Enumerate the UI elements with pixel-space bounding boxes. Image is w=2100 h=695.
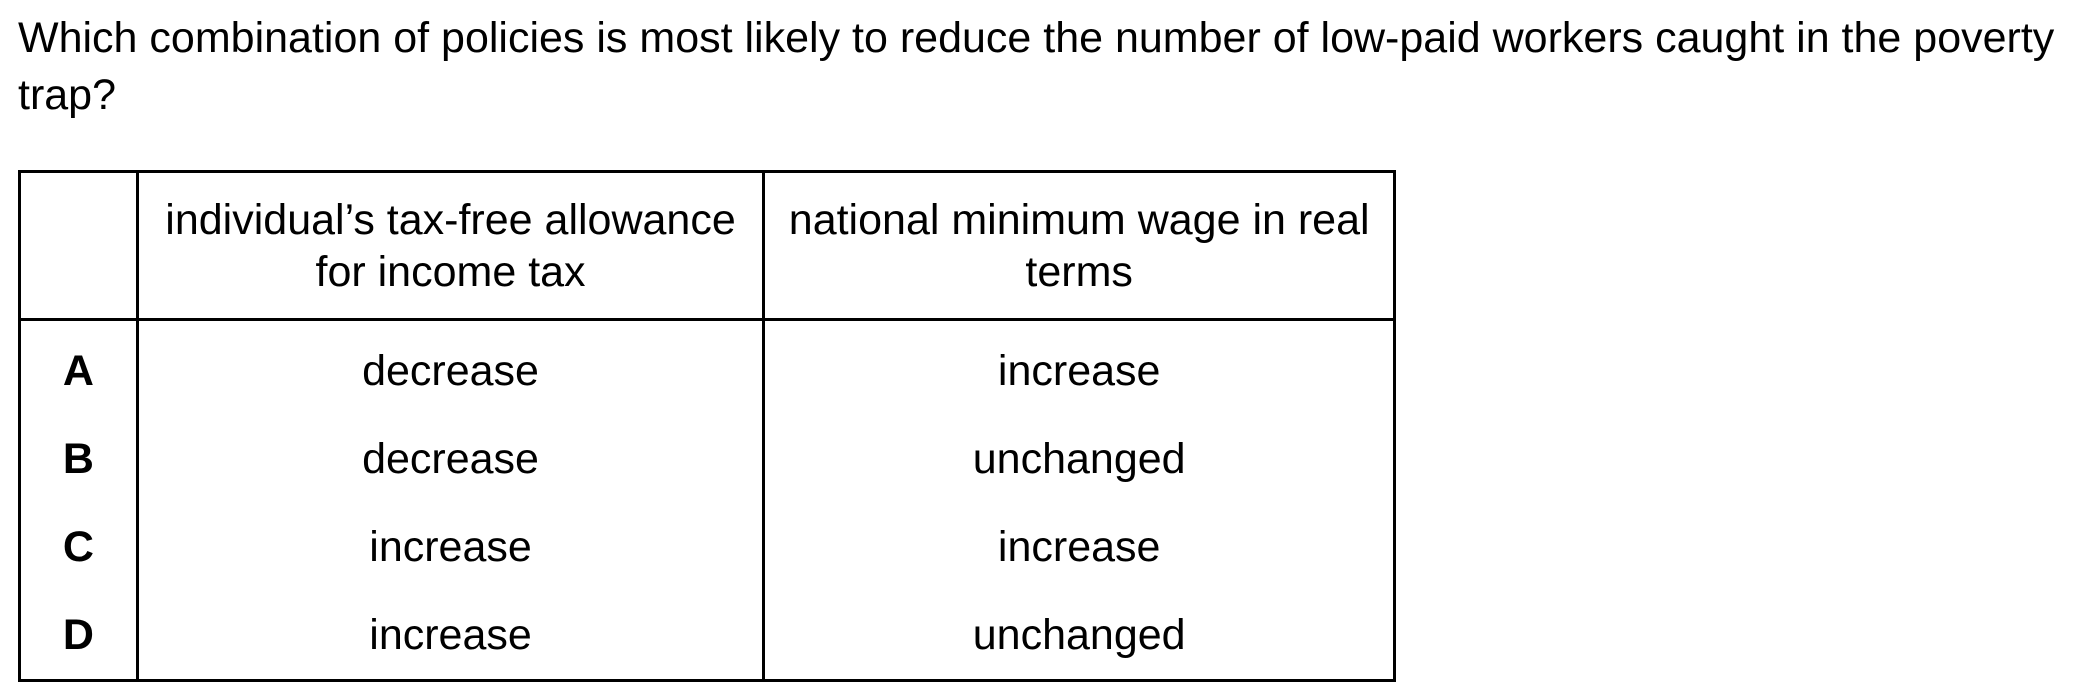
table-row-option-a: A decrease increase: [20, 319, 1395, 415]
option-letter: D: [62, 611, 94, 659]
minimum-wage-column-header: national minimum wage in real terms: [762, 171, 1395, 321]
tax-free-allowance-cell: decrease: [135, 319, 764, 415]
table-row-option-d: D increase unchanged: [20, 591, 1395, 681]
minimum-wage-cell: unchanged: [762, 415, 1395, 503]
table-row-option-c: C increase increase: [20, 503, 1395, 591]
question-text: Which combination of policies is most li…: [18, 14, 2055, 119]
table-row-option-b: B decrease unchanged: [20, 415, 1395, 503]
option-letter: B: [62, 435, 94, 483]
tax-free-allowance-cell: increase: [135, 503, 764, 591]
answer-options-table: individual’s tax-free allowance for inco…: [18, 170, 1396, 682]
minimum-wage-cell: increase: [762, 503, 1395, 591]
option-letter: A: [62, 347, 94, 395]
table-header-row: individual’s tax-free allowance for inco…: [19, 171, 1395, 321]
minimum-wage-cell: increase: [762, 319, 1395, 415]
minimum-wage-cell: unchanged: [762, 591, 1395, 681]
option-letter: C: [62, 523, 94, 571]
tax-free-allowance-cell: increase: [135, 591, 764, 681]
tax-free-allowance-cell: decrease: [135, 415, 764, 503]
option-column-header: [19, 171, 138, 321]
tax-free-allowance-column-header: individual’s tax-free allowance for inco…: [135, 171, 764, 321]
